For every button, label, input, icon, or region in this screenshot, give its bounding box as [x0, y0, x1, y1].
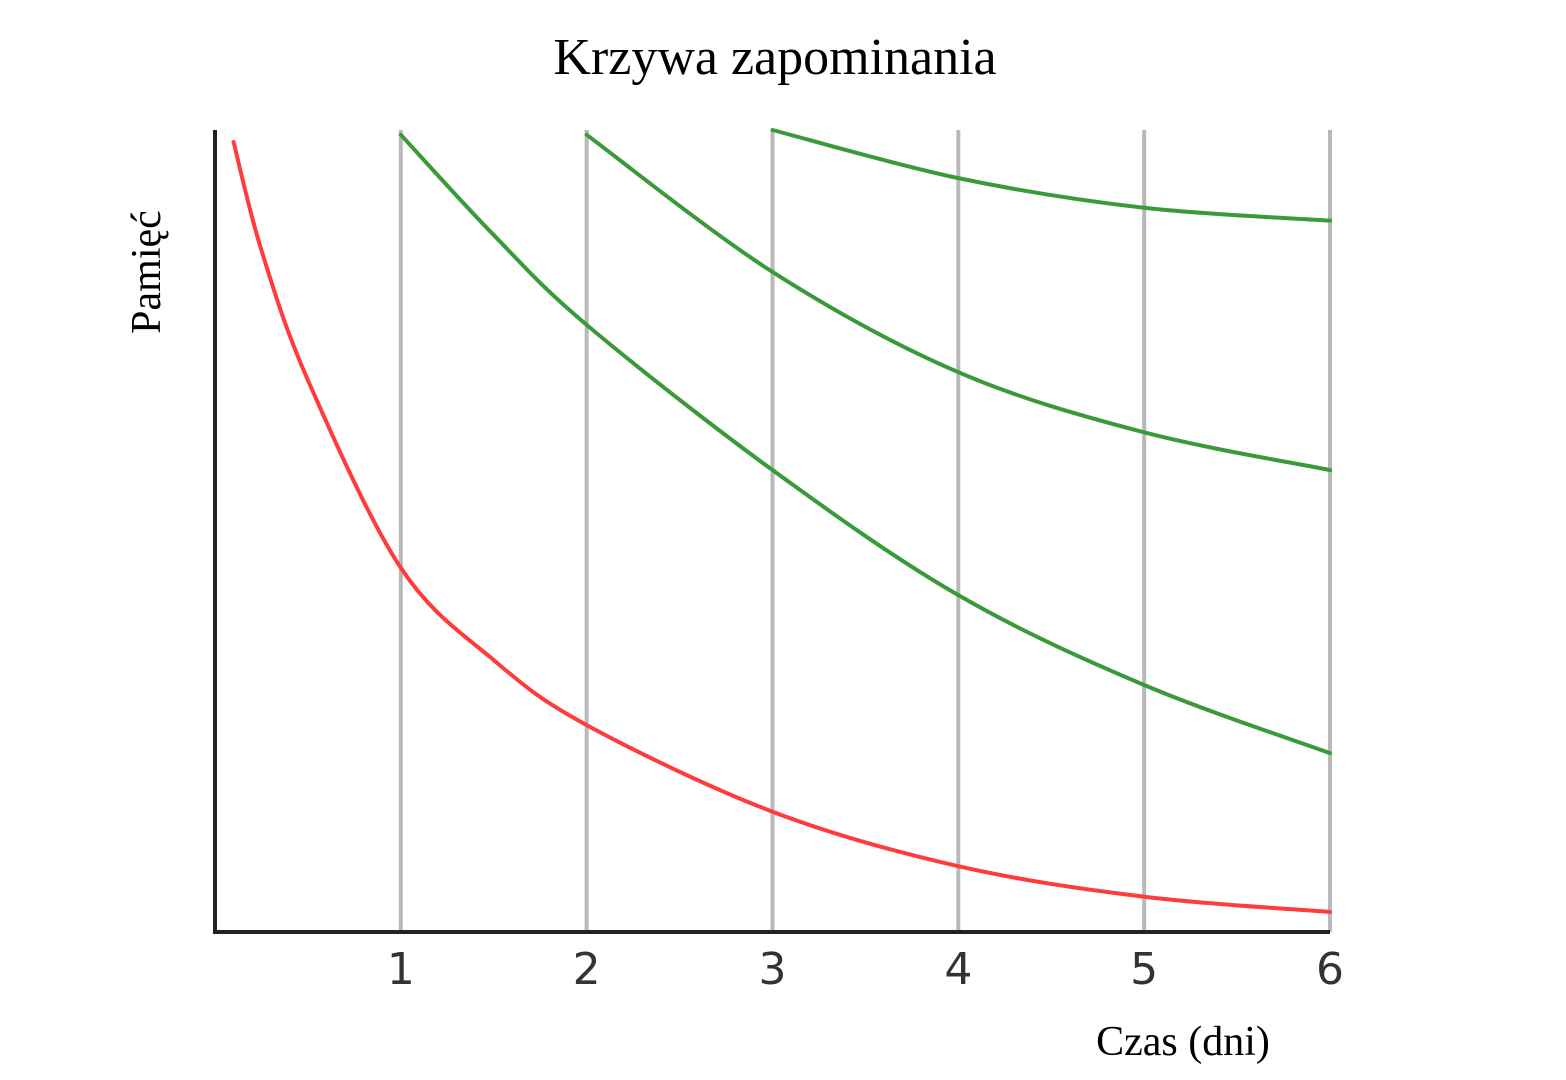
y-axis-label: Pamięć — [124, 210, 170, 334]
line-series — [398, 132, 1332, 756]
x-tick-label: 2 — [573, 944, 601, 995]
line-series — [231, 140, 1332, 914]
line-series — [584, 132, 1332, 473]
x-tick-label: 5 — [1130, 944, 1158, 995]
x-tick-label: 4 — [944, 944, 972, 995]
x-axis-label: Czas (dni) — [1096, 1019, 1270, 1065]
chart-title: Krzywa zapominania — [553, 29, 996, 86]
x-tick-label: 6 — [1316, 944, 1344, 995]
x-tick-label: 1 — [387, 944, 415, 995]
line-series — [770, 128, 1332, 223]
x-tick-label: 3 — [759, 944, 787, 995]
